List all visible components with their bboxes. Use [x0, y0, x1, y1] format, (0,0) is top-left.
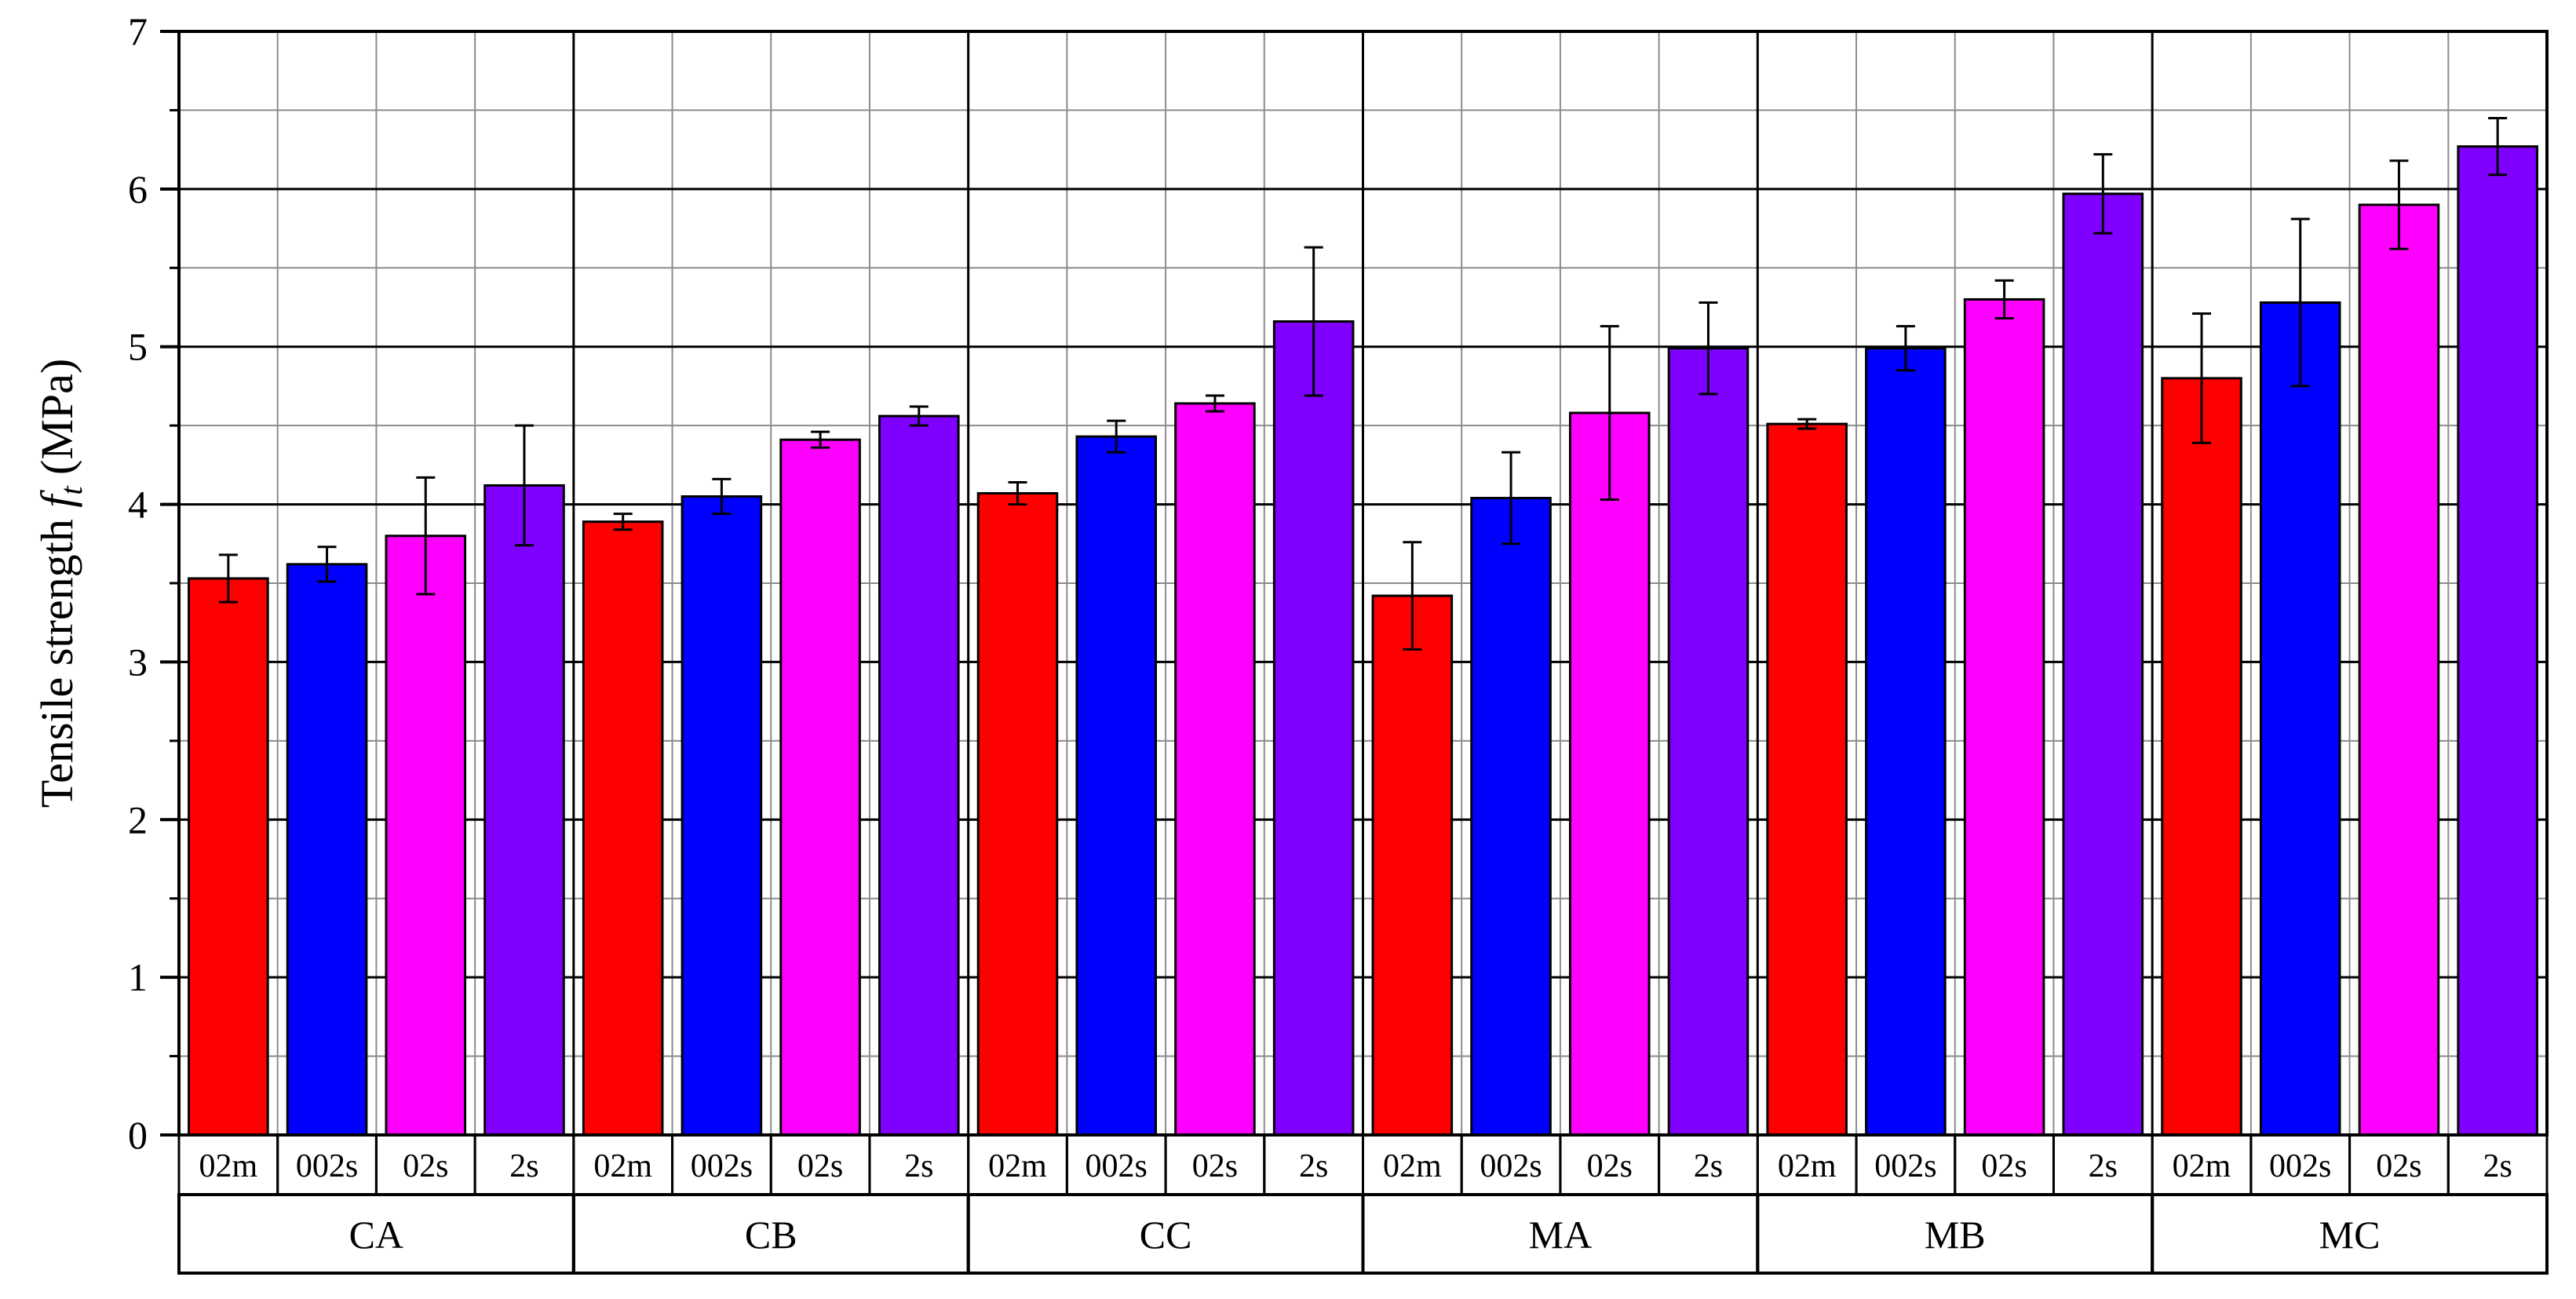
sub-category-label: 02s — [797, 1148, 843, 1184]
bar-CB-002s — [680, 495, 763, 1137]
sub-category-label: 02s — [1192, 1148, 1238, 1184]
sub-category-label: 02m — [593, 1148, 652, 1184]
bar-CB-02m — [582, 520, 664, 1137]
sub-category-label: 02m — [988, 1148, 1047, 1184]
group-label: MB — [1925, 1213, 1986, 1257]
y-tick-label: 2 — [128, 797, 148, 841]
sub-category-label: 02m — [1778, 1148, 1837, 1184]
y-tick-label: 0 — [128, 1113, 148, 1157]
group-label-cell — [2151, 1193, 2549, 1275]
sub-category-label: 002s — [691, 1148, 753, 1184]
bar-CA-02s — [385, 535, 467, 1137]
bar-MB-02s — [1963, 297, 2045, 1137]
sub-category-label: 002s — [1874, 1148, 1936, 1184]
sub-category-label: 02s — [1981, 1148, 2027, 1184]
sub-category-label: 2s — [1299, 1148, 1328, 1184]
bar-MB-02m — [1766, 422, 1848, 1137]
bar-CC-2s — [1272, 320, 1355, 1137]
bar-MA-02s — [1568, 411, 1651, 1137]
sub-category-label: 002s — [1085, 1148, 1148, 1184]
sub-category-label: 02s — [1587, 1148, 1633, 1184]
sub-category-label: 02m — [199, 1148, 258, 1184]
y-tick-label: 1 — [128, 955, 148, 999]
group-label: MC — [2319, 1213, 2381, 1257]
group-label: CA — [349, 1213, 403, 1257]
y-tick-label: 3 — [128, 640, 148, 684]
bar-CA-002s — [286, 563, 368, 1137]
group-label: CB — [745, 1213, 797, 1257]
sub-category-label: 02m — [2173, 1148, 2231, 1184]
bar-CC-002s — [1075, 435, 1158, 1137]
group-label: CC — [1140, 1213, 1192, 1257]
sub-category-label: 002s — [2269, 1148, 2331, 1184]
y-tick-label: 5 — [128, 325, 148, 369]
bar-CB-02s — [779, 438, 861, 1137]
bar-MC-002s — [2259, 301, 2341, 1137]
bar-CC-02m — [976, 492, 1059, 1137]
y-tick-label: 4 — [128, 483, 148, 527]
sub-category-label: 02m — [1383, 1148, 1442, 1184]
sub-category-label: 002s — [296, 1148, 358, 1184]
bar-CB-2s — [878, 414, 960, 1137]
bar-CC-02s — [1174, 402, 1256, 1137]
sub-category-label: 02s — [2376, 1148, 2421, 1184]
bar-CA-02m — [188, 577, 269, 1137]
bar-CA-2s — [483, 483, 565, 1137]
bar-MB-2s — [2062, 192, 2144, 1137]
bar-MC-2s — [2457, 145, 2538, 1137]
bar-MA-2s — [1667, 347, 1750, 1137]
sub-category-label: 2s — [2089, 1148, 2118, 1184]
bar-MA-02m — [1371, 594, 1454, 1137]
sub-category-label: 002s — [1480, 1148, 1542, 1184]
sub-category-label: 2s — [2483, 1148, 2512, 1184]
bar-MB-002s — [1865, 347, 1947, 1137]
bar-MC-02m — [2161, 377, 2242, 1137]
sub-category-label: 2s — [1694, 1148, 1723, 1184]
group-label: MA — [1529, 1213, 1593, 1257]
sub-category-label: 2s — [904, 1148, 933, 1184]
y-tick-label: 7 — [128, 9, 148, 53]
y-tick-label: 6 — [128, 167, 148, 211]
y-axis-label: Tensile strength ft (MPa) — [31, 359, 89, 808]
bar-MC-02s — [2358, 203, 2440, 1137]
sub-category-label: 2s — [509, 1148, 538, 1184]
sub-category-label: 02s — [403, 1148, 448, 1184]
bar-MA-002s — [1470, 497, 1552, 1137]
